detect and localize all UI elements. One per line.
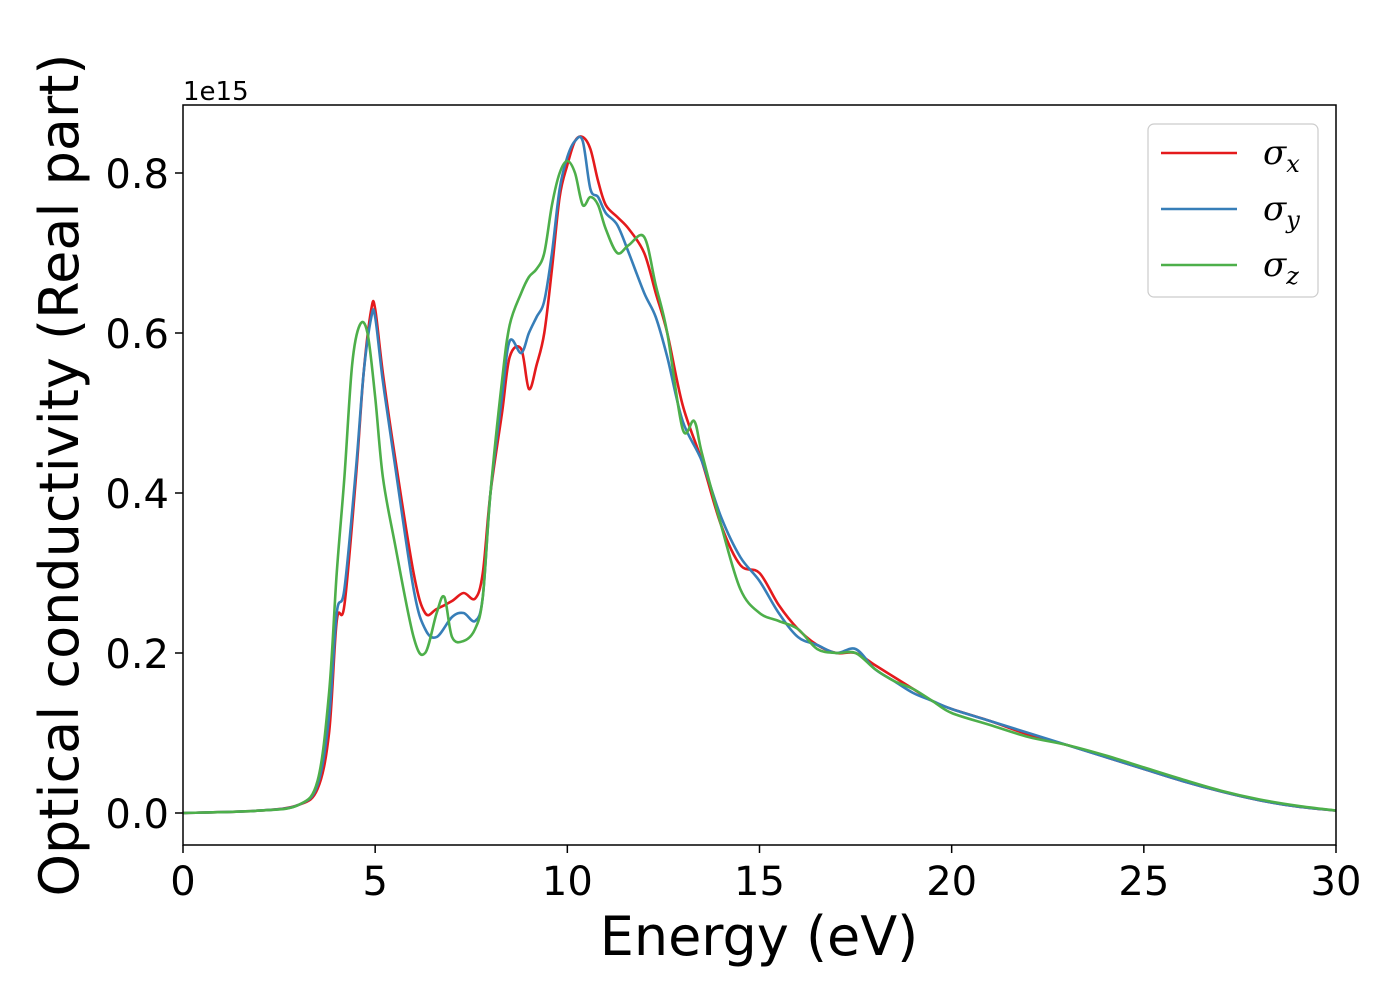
x-axis-label: Energy (eV) [600, 905, 919, 968]
x-tick-label: 20 [926, 859, 977, 905]
x-tick-label: 5 [362, 859, 387, 905]
legend: σx σy σz [1147, 123, 1319, 298]
y-axis-label: Optical conductivity (Real part) [28, 54, 91, 897]
y-tick-label: 0.6 [105, 312, 169, 358]
series-line-z [182, 159, 1337, 815]
x-tick-label: 15 [734, 859, 785, 905]
ticks-layer: 0 5 10 15 20 25 30 0.0 0.2 0.4 0.6 0.8 [105, 152, 1361, 905]
y-tick-label: 0.2 [105, 632, 169, 678]
y-tick-label: 0.4 [105, 472, 169, 518]
legend-label-x: σx [1263, 133, 1300, 178]
y-tick-label: 0.8 [105, 152, 169, 198]
y-offset-label: 1e15 [183, 77, 249, 107]
legend-label-y: σy [1263, 189, 1300, 234]
legend-entries: σx σy σz [1161, 133, 1300, 290]
legend-box [1147, 123, 1319, 298]
x-tick-label: 0 [170, 859, 195, 905]
x-tick-label: 30 [1311, 859, 1362, 905]
series-layer [182, 135, 1337, 815]
y-tick-label: 0.0 [105, 792, 169, 838]
x-tick-label: 25 [1118, 859, 1169, 905]
x-tick-label: 10 [542, 859, 593, 905]
legend-label-z: σz [1263, 245, 1299, 290]
